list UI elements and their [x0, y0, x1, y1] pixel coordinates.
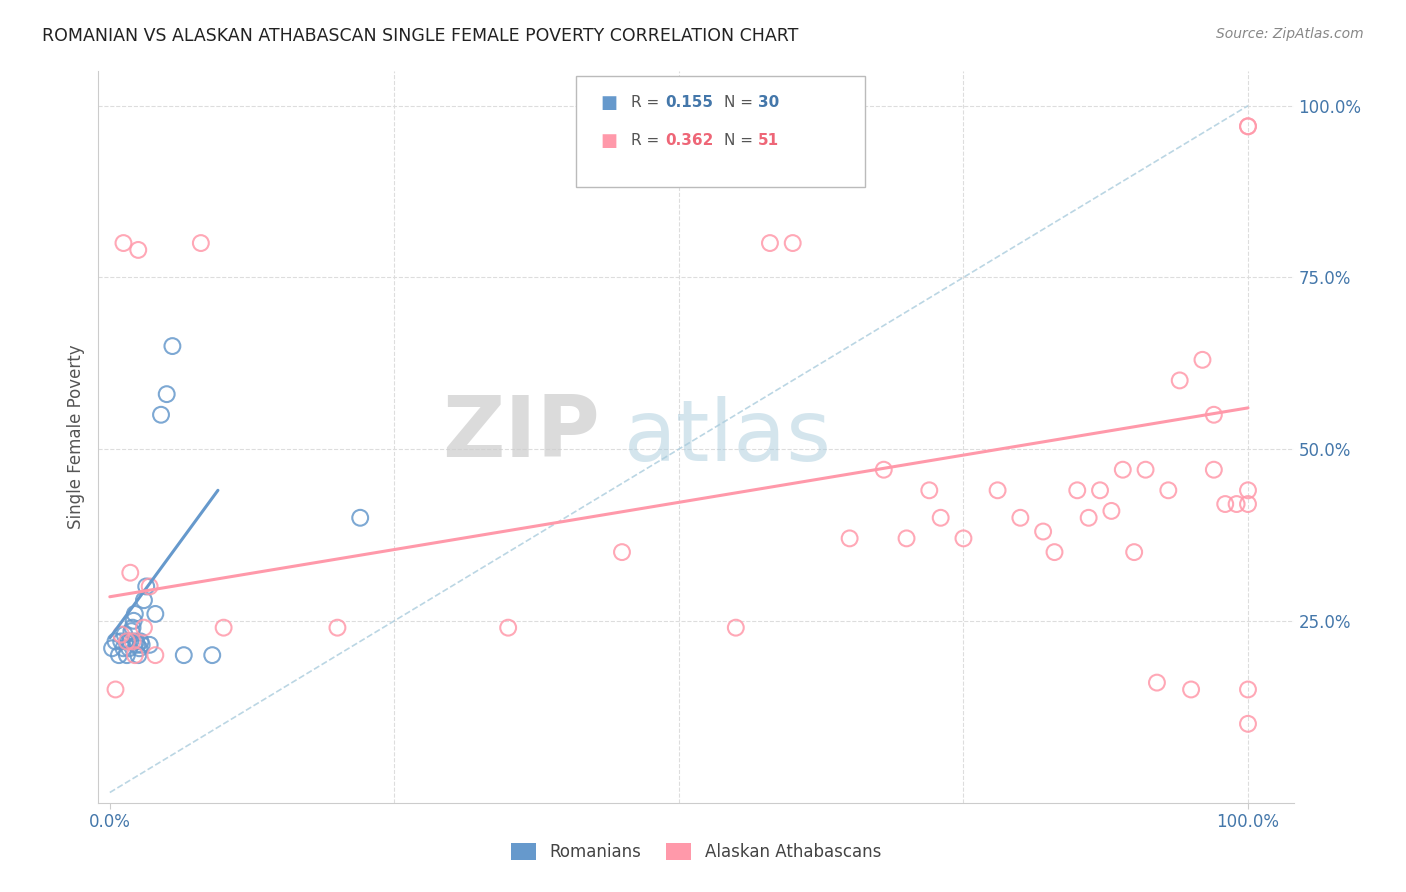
- Point: [115, 648, 138, 662]
- Point: [128, 641, 150, 656]
- Point: [124, 648, 146, 662]
- Text: 0.362: 0.362: [665, 134, 713, 148]
- Point: [1088, 483, 1111, 498]
- Point: [838, 532, 860, 546]
- Text: R =: R =: [631, 95, 665, 110]
- Point: [201, 648, 224, 662]
- Point: [115, 634, 138, 648]
- Point: [156, 387, 179, 401]
- Point: [987, 483, 1010, 498]
- Point: [138, 579, 160, 593]
- Point: [104, 634, 127, 648]
- Point: [1237, 120, 1260, 134]
- Point: [131, 638, 153, 652]
- Point: [118, 641, 141, 656]
- Point: [1157, 483, 1180, 498]
- Text: N =: N =: [724, 134, 758, 148]
- Point: [1237, 682, 1260, 697]
- Point: [1213, 497, 1236, 511]
- Text: Source: ZipAtlas.com: Source: ZipAtlas.com: [1216, 27, 1364, 41]
- Point: [326, 621, 349, 635]
- Text: 0.155: 0.155: [665, 95, 713, 110]
- Point: [124, 607, 146, 621]
- Point: [724, 621, 747, 635]
- Point: [1066, 483, 1088, 498]
- Point: [918, 483, 941, 498]
- Point: [110, 627, 132, 641]
- Point: [1237, 120, 1260, 134]
- Point: [138, 638, 160, 652]
- Text: ■: ■: [600, 94, 617, 112]
- Point: [1180, 682, 1202, 697]
- Point: [190, 235, 212, 250]
- Text: atlas: atlas: [624, 395, 832, 479]
- Point: [125, 634, 148, 648]
- Text: 51: 51: [758, 134, 779, 148]
- Point: [1237, 497, 1260, 511]
- Point: [1123, 545, 1146, 559]
- Point: [896, 532, 918, 546]
- Point: [101, 641, 124, 656]
- Point: [129, 634, 152, 648]
- Point: [108, 648, 131, 662]
- Point: [143, 607, 166, 621]
- Point: [110, 634, 132, 648]
- Point: [1237, 716, 1260, 731]
- Point: [1168, 373, 1191, 387]
- Point: [112, 641, 135, 656]
- Point: [496, 621, 519, 635]
- Point: [873, 463, 896, 477]
- Point: [1043, 545, 1066, 559]
- Point: [162, 339, 184, 353]
- Point: [1099, 504, 1122, 518]
- Point: [122, 614, 145, 628]
- Text: ROMANIAN VS ALASKAN ATHABASCAN SINGLE FEMALE POVERTY CORRELATION CHART: ROMANIAN VS ALASKAN ATHABASCAN SINGLE FE…: [42, 27, 799, 45]
- Point: [114, 627, 136, 641]
- Point: [929, 510, 952, 524]
- Point: [121, 634, 143, 648]
- Point: [120, 624, 142, 639]
- Text: R =: R =: [631, 134, 665, 148]
- Point: [212, 621, 235, 635]
- Point: [1135, 463, 1157, 477]
- Text: N =: N =: [724, 95, 758, 110]
- Point: [759, 235, 782, 250]
- Point: [150, 408, 173, 422]
- Point: [1112, 463, 1135, 477]
- Point: [173, 648, 195, 662]
- Point: [127, 243, 149, 257]
- Point: [127, 638, 149, 652]
- Point: [349, 510, 371, 524]
- Point: [132, 593, 155, 607]
- Point: [1146, 675, 1168, 690]
- Point: [132, 621, 155, 635]
- Point: [1191, 352, 1213, 367]
- Point: [1010, 510, 1032, 524]
- Y-axis label: Single Female Poverty: Single Female Poverty: [66, 345, 84, 529]
- Text: ZIP: ZIP: [443, 392, 600, 475]
- Point: [135, 579, 157, 593]
- Legend: Romanians, Alaskan Athabascans: Romanians, Alaskan Athabascans: [505, 836, 887, 868]
- Point: [120, 566, 142, 580]
- Point: [1032, 524, 1054, 539]
- Point: [1237, 483, 1260, 498]
- Point: [112, 235, 135, 250]
- Point: [1226, 497, 1249, 511]
- Point: [120, 634, 142, 648]
- Point: [104, 682, 127, 697]
- Point: [610, 545, 633, 559]
- Point: [782, 235, 804, 250]
- Point: [1202, 408, 1225, 422]
- Point: [117, 634, 139, 648]
- Point: [1202, 463, 1225, 477]
- Point: [952, 532, 974, 546]
- Point: [1077, 510, 1099, 524]
- Point: [127, 648, 149, 662]
- Text: 30: 30: [758, 95, 779, 110]
- Text: ■: ■: [600, 132, 617, 150]
- Point: [121, 621, 143, 635]
- Point: [143, 648, 166, 662]
